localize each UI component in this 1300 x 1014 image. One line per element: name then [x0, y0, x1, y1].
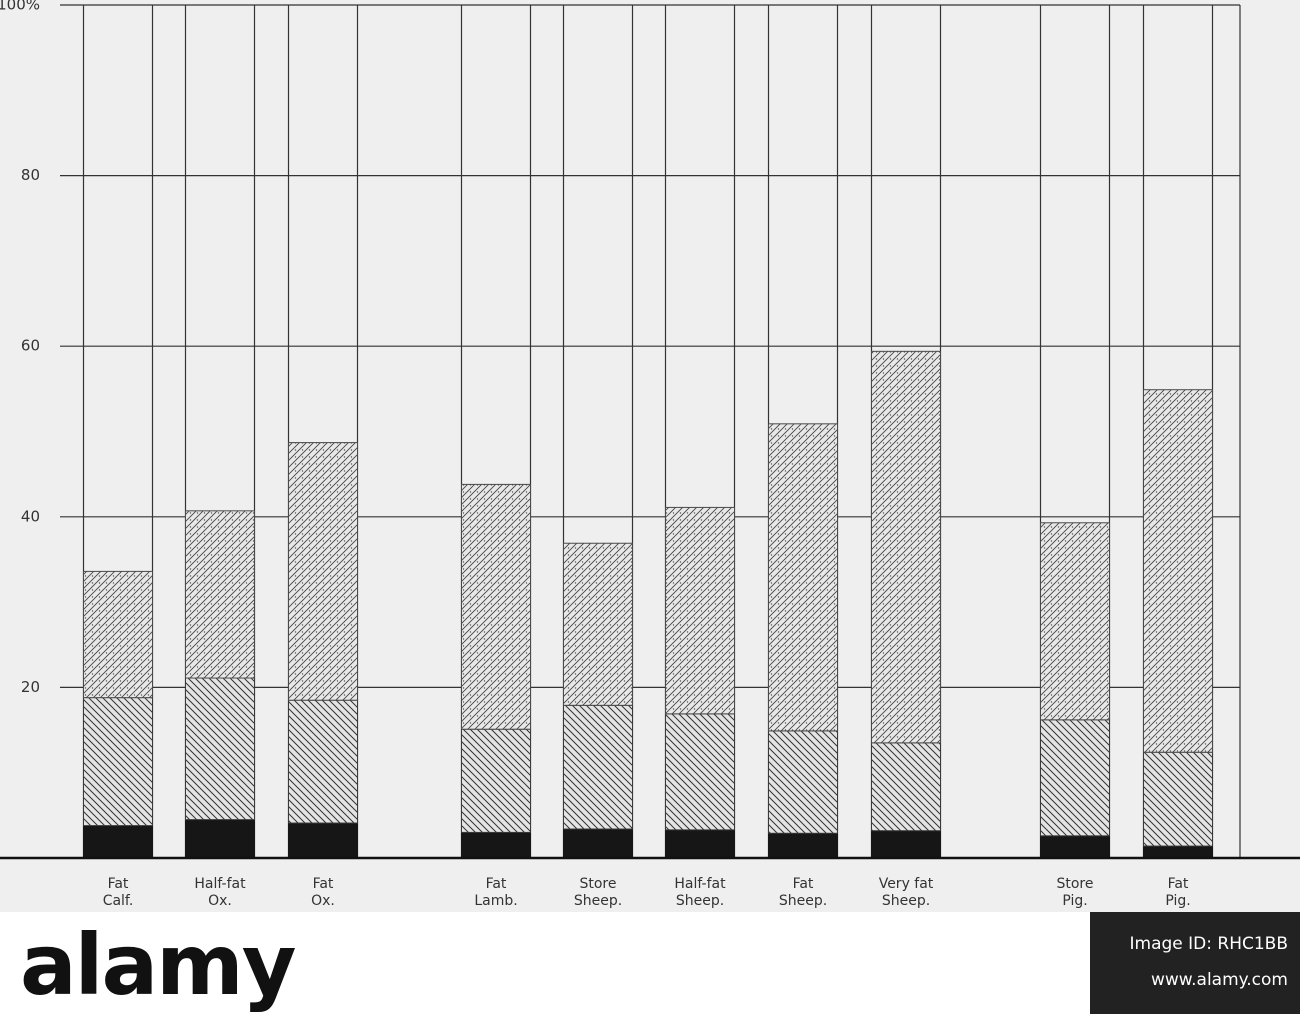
footer: alamy Image ID: RHC1BB www.alamy.com	[0, 912, 1300, 1014]
y-tick-label: 40	[21, 507, 40, 525]
bar-segment	[563, 704, 633, 830]
url: www.alamy.com	[1150, 970, 1288, 990]
image-id-box: Image ID: RHC1BB www.alamy.com	[1090, 912, 1300, 1014]
bar-segment	[461, 728, 531, 833]
chart: 20 40 60 80 100%	[0, 0, 1300, 912]
bar-segment	[288, 699, 358, 824]
bar-segment	[185, 510, 255, 679]
bar-segment	[1143, 389, 1213, 753]
x-tick-label: Store Pig.	[1056, 876, 1094, 909]
bar-segment	[288, 822, 358, 859]
x-tick-label: Half-fat Sheep.	[674, 876, 726, 909]
bar-segment	[665, 506, 735, 715]
y-tick-label: 20	[21, 678, 40, 696]
bar-segment	[1143, 751, 1213, 847]
bar-segment	[83, 570, 153, 699]
x-tick-label: Half-fat Ox.	[194, 876, 246, 909]
x-tick-label: Fat Sheep.	[778, 876, 828, 909]
x-tick-label: Store Sheep.	[573, 876, 623, 909]
x-tick-label: Fat Lamb.	[474, 876, 518, 909]
bar-segment	[563, 828, 633, 859]
y-tick-label: 80	[21, 166, 40, 184]
x-tick-label: Very fat Sheep.	[878, 876, 934, 909]
bar-segment	[665, 829, 735, 859]
bar-segment	[871, 350, 941, 744]
bar-segment	[768, 730, 838, 834]
y-tick-label: 60	[21, 337, 40, 355]
bar-segment	[83, 825, 153, 859]
bar-segment	[185, 677, 255, 821]
bar-segment	[185, 819, 255, 859]
bar-segment	[1040, 719, 1110, 837]
bar-segment	[461, 483, 531, 730]
bar-segment	[768, 832, 838, 859]
bar-segment	[1040, 522, 1110, 721]
bar-segment	[288, 442, 358, 701]
x-tick-label: Fat Ox.	[311, 876, 335, 909]
y-tick-label: 100%	[0, 0, 40, 14]
bar-segment	[871, 742, 941, 832]
bar-segment	[461, 831, 531, 859]
bar-segment	[1143, 845, 1213, 859]
bar-segment	[768, 423, 838, 732]
image-id: Image ID: RHC1BB	[1129, 934, 1289, 954]
x-tick-label: Fat Pig.	[1165, 876, 1191, 909]
bar-segment	[83, 697, 153, 827]
bar-segment	[563, 542, 633, 706]
bar-segment	[871, 830, 941, 859]
bar-segment	[1040, 835, 1110, 859]
logo: alamy	[20, 916, 296, 1014]
x-tick-label: Fat Calf.	[102, 876, 134, 909]
bar-segment	[665, 713, 735, 831]
